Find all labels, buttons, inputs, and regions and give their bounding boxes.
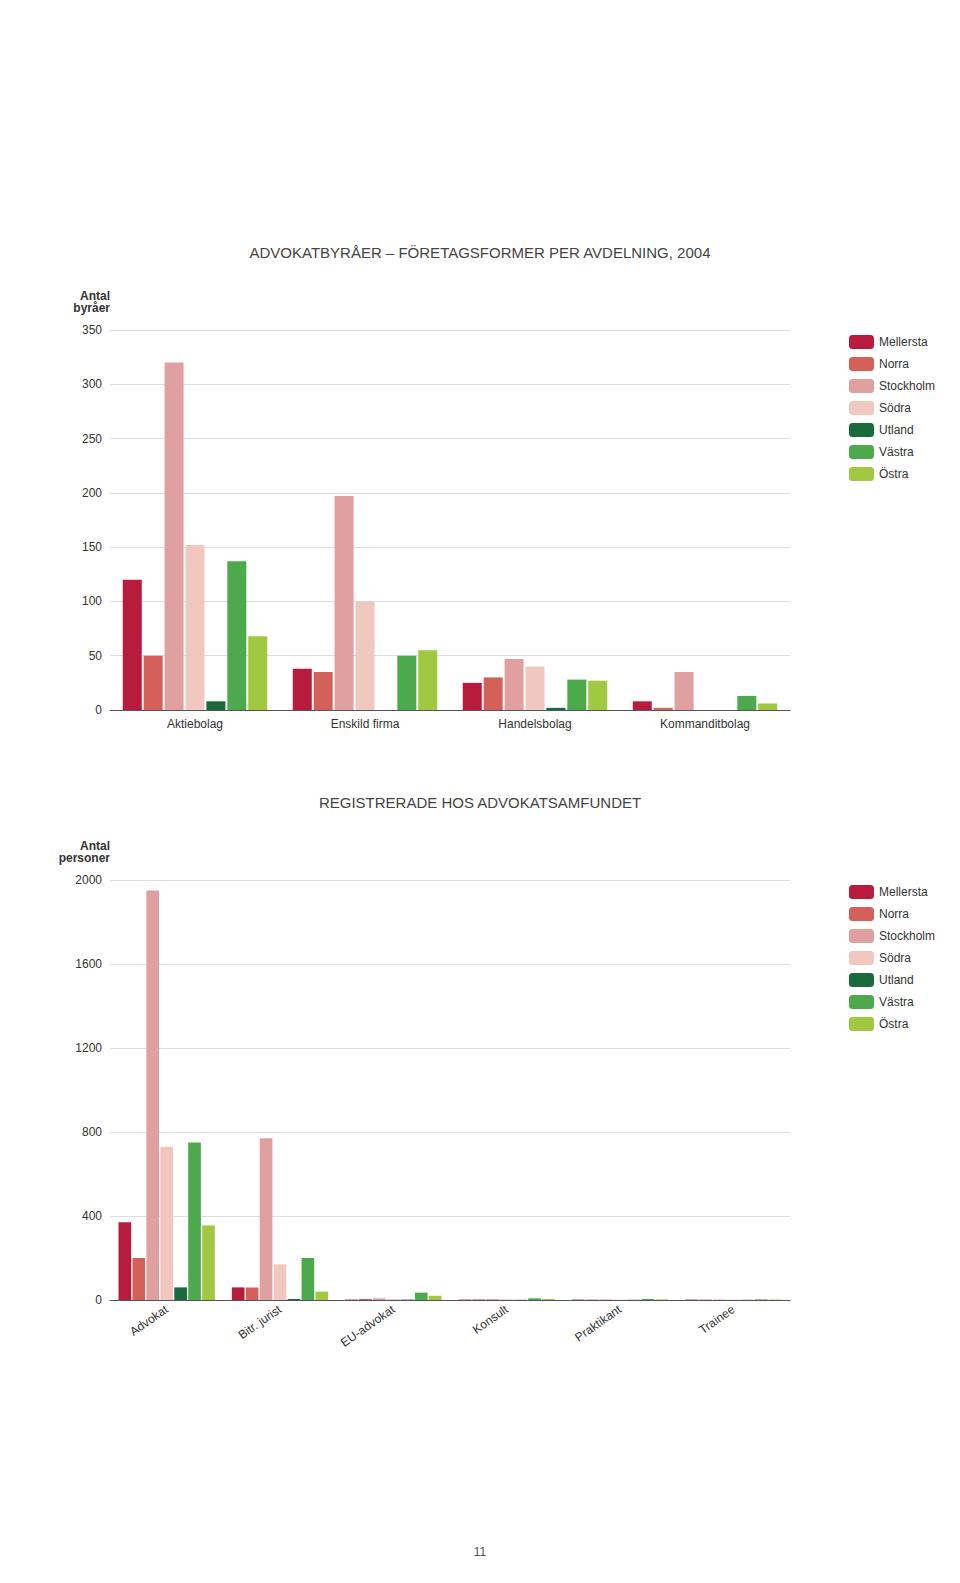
svg-text:Antal: Antal (80, 289, 110, 303)
svg-text:Utland: Utland (879, 423, 914, 437)
svg-text:11: 11 (474, 1545, 487, 1559)
svg-text:byråer: byråer (73, 301, 110, 315)
svg-text:Antal: Antal (80, 839, 110, 853)
svg-text:Norra: Norra (879, 357, 909, 371)
svg-text:EU-advokat: EU-advokat (338, 1302, 398, 1350)
svg-text:Bitr. jurist: Bitr. jurist (236, 1302, 285, 1342)
svg-text:Östra: Östra (879, 1017, 909, 1031)
svg-text:150: 150 (82, 540, 102, 554)
svg-text:Praktikant: Praktikant (572, 1302, 624, 1344)
svg-text:REGISTRERADE HOS ADVOKATSAMFUN: REGISTRERADE HOS ADVOKATSAMFUNDET (319, 794, 641, 811)
svg-text:1600: 1600 (75, 957, 102, 971)
svg-text:Utland: Utland (879, 973, 914, 987)
svg-text:800: 800 (82, 1125, 102, 1139)
svg-text:Västra: Västra (879, 445, 914, 459)
svg-text:Konsult: Konsult (470, 1302, 511, 1337)
svg-text:Östra: Östra (879, 467, 909, 481)
svg-text:300: 300 (82, 377, 102, 391)
svg-text:400: 400 (82, 1209, 102, 1223)
svg-text:100: 100 (82, 594, 102, 608)
svg-text:Södra: Södra (879, 401, 911, 415)
svg-text:Advokat: Advokat (127, 1302, 171, 1339)
svg-text:personer: personer (59, 851, 111, 865)
svg-text:Mellersta: Mellersta (879, 335, 928, 349)
svg-text:Enskild firma: Enskild firma (331, 717, 400, 731)
svg-text:350: 350 (82, 323, 102, 337)
svg-text:200: 200 (82, 486, 102, 500)
svg-text:Norra: Norra (879, 907, 909, 921)
svg-text:Aktiebolag: Aktiebolag (167, 717, 223, 731)
svg-text:0: 0 (95, 703, 102, 717)
svg-text:Stockholm: Stockholm (879, 929, 935, 943)
svg-text:0: 0 (95, 1293, 102, 1307)
svg-text:Kommanditbolag: Kommanditbolag (660, 717, 750, 731)
svg-text:2000: 2000 (75, 873, 102, 887)
svg-text:1200: 1200 (75, 1041, 102, 1055)
svg-text:Trainee: Trainee (696, 1302, 737, 1337)
svg-text:250: 250 (82, 432, 102, 446)
svg-text:Stockholm: Stockholm (879, 379, 935, 393)
svg-text:ADVOKATBYRÅER – FÖRETAGSFORMER: ADVOKATBYRÅER – FÖRETAGSFORMER PER AVDEL… (250, 244, 711, 261)
svg-text:Handelsbolag: Handelsbolag (498, 717, 571, 731)
svg-text:Västra: Västra (879, 995, 914, 1009)
svg-text:Södra: Södra (879, 951, 911, 965)
svg-text:Mellersta: Mellersta (879, 885, 928, 899)
svg-text:50: 50 (89, 649, 103, 663)
